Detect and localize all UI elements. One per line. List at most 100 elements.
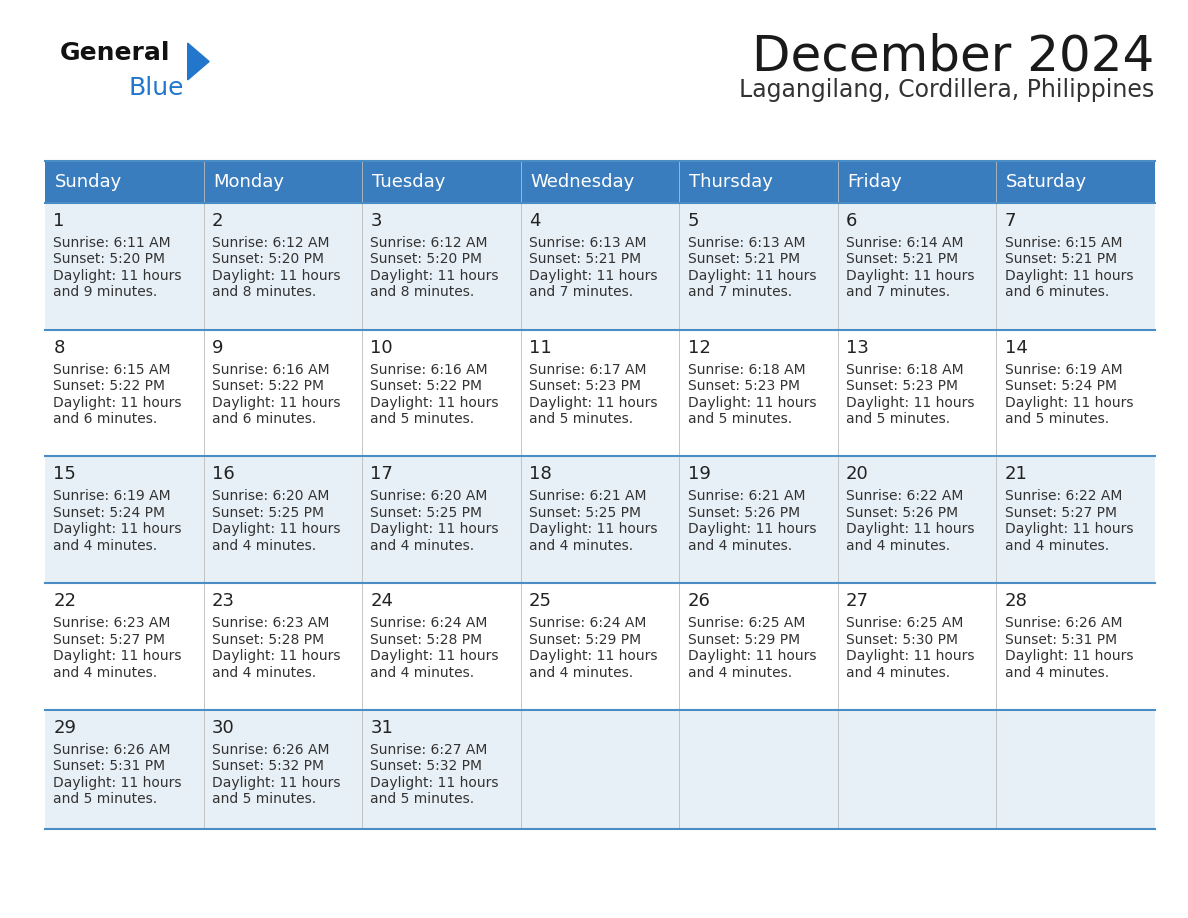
Text: and 4 minutes.: and 4 minutes. [211,666,316,679]
Text: Daylight: 11 hours: Daylight: 11 hours [1005,269,1133,283]
Text: Daylight: 11 hours: Daylight: 11 hours [1005,522,1133,536]
Text: and 6 minutes.: and 6 minutes. [1005,285,1108,299]
Text: and 4 minutes.: and 4 minutes. [53,539,158,553]
Text: 7: 7 [1005,212,1016,230]
Text: Daylight: 11 hours: Daylight: 11 hours [529,522,657,536]
Text: and 4 minutes.: and 4 minutes. [688,666,791,679]
Text: Daylight: 11 hours: Daylight: 11 hours [53,649,182,663]
Text: Saturday: Saturday [1006,173,1087,191]
Text: Sunset: 5:32 PM: Sunset: 5:32 PM [371,759,482,773]
Text: 30: 30 [211,719,235,737]
Text: Blue: Blue [128,76,184,100]
Text: Sunset: 5:24 PM: Sunset: 5:24 PM [1005,379,1117,393]
Text: and 8 minutes.: and 8 minutes. [211,285,316,299]
Text: Sunrise: 6:25 AM: Sunrise: 6:25 AM [846,616,963,630]
Bar [45,161,1155,203]
Text: Sunrise: 6:12 AM: Sunrise: 6:12 AM [371,236,488,250]
Text: Daylight: 11 hours: Daylight: 11 hours [846,649,974,663]
Text: 14: 14 [1005,339,1028,357]
Text: Sunset: 5:23 PM: Sunset: 5:23 PM [688,379,800,393]
Text: 10: 10 [371,339,393,357]
Text: 8: 8 [53,339,65,357]
Text: and 7 minutes.: and 7 minutes. [529,285,633,299]
Text: Sunrise: 6:14 AM: Sunrise: 6:14 AM [846,236,963,250]
Text: 5: 5 [688,212,699,230]
Text: Sunrise: 6:22 AM: Sunrise: 6:22 AM [846,489,963,503]
Text: and 4 minutes.: and 4 minutes. [688,539,791,553]
Text: 9: 9 [211,339,223,357]
Text: Sunrise: 6:16 AM: Sunrise: 6:16 AM [211,363,329,376]
Text: 3: 3 [371,212,383,230]
Text: and 6 minutes.: and 6 minutes. [53,412,158,426]
Text: Daylight: 11 hours: Daylight: 11 hours [371,522,499,536]
Text: and 5 minutes.: and 5 minutes. [371,412,475,426]
Text: Daylight: 11 hours: Daylight: 11 hours [529,269,657,283]
Text: Sunday: Sunday [55,173,122,191]
Text: Daylight: 11 hours: Daylight: 11 hours [211,269,341,283]
Text: Sunset: 5:21 PM: Sunset: 5:21 PM [846,252,959,266]
Text: Sunset: 5:29 PM: Sunset: 5:29 PM [529,633,642,646]
Text: 18: 18 [529,465,551,484]
Text: 28: 28 [1005,592,1028,610]
Text: Sunrise: 6:17 AM: Sunrise: 6:17 AM [529,363,646,376]
Text: Sunrise: 6:12 AM: Sunrise: 6:12 AM [211,236,329,250]
Text: and 7 minutes.: and 7 minutes. [846,285,950,299]
Text: 20: 20 [846,465,868,484]
Text: Sunset: 5:22 PM: Sunset: 5:22 PM [211,379,324,393]
Bar [45,710,1155,829]
Text: Sunset: 5:31 PM: Sunset: 5:31 PM [1005,633,1117,646]
Text: Daylight: 11 hours: Daylight: 11 hours [688,396,816,409]
Text: and 4 minutes.: and 4 minutes. [371,666,475,679]
Text: 25: 25 [529,592,552,610]
Text: Daylight: 11 hours: Daylight: 11 hours [53,776,182,789]
Text: Daylight: 11 hours: Daylight: 11 hours [211,522,341,536]
Text: Daylight: 11 hours: Daylight: 11 hours [688,269,816,283]
Text: Sunset: 5:20 PM: Sunset: 5:20 PM [211,252,324,266]
Text: Daylight: 11 hours: Daylight: 11 hours [529,649,657,663]
Text: and 5 minutes.: and 5 minutes. [211,792,316,806]
Text: Sunrise: 6:21 AM: Sunrise: 6:21 AM [688,489,805,503]
Text: Daylight: 11 hours: Daylight: 11 hours [53,269,182,283]
Text: 21: 21 [1005,465,1028,484]
Text: and 4 minutes.: and 4 minutes. [1005,539,1108,553]
Text: Daylight: 11 hours: Daylight: 11 hours [371,396,499,409]
Text: Daylight: 11 hours: Daylight: 11 hours [211,649,341,663]
Text: Daylight: 11 hours: Daylight: 11 hours [1005,396,1133,409]
Text: Sunset: 5:25 PM: Sunset: 5:25 PM [371,506,482,520]
Text: Sunset: 5:22 PM: Sunset: 5:22 PM [53,379,165,393]
Text: Thursday: Thursday [689,173,772,191]
Text: Sunrise: 6:24 AM: Sunrise: 6:24 AM [371,616,488,630]
Text: and 4 minutes.: and 4 minutes. [529,666,633,679]
Text: and 4 minutes.: and 4 minutes. [1005,666,1108,679]
Text: and 4 minutes.: and 4 minutes. [529,539,633,553]
Text: Daylight: 11 hours: Daylight: 11 hours [371,269,499,283]
Text: 12: 12 [688,339,710,357]
Text: Sunrise: 6:20 AM: Sunrise: 6:20 AM [211,489,329,503]
Text: 22: 22 [53,592,76,610]
Text: Daylight: 11 hours: Daylight: 11 hours [688,649,816,663]
Text: 17: 17 [371,465,393,484]
Text: Sunset: 5:25 PM: Sunset: 5:25 PM [211,506,324,520]
Text: Sunset: 5:26 PM: Sunset: 5:26 PM [846,506,959,520]
Text: Sunset: 5:22 PM: Sunset: 5:22 PM [371,379,482,393]
Text: Daylight: 11 hours: Daylight: 11 hours [846,396,974,409]
Text: Sunrise: 6:23 AM: Sunrise: 6:23 AM [53,616,171,630]
Text: Sunrise: 6:13 AM: Sunrise: 6:13 AM [529,236,646,250]
Text: Sunset: 5:29 PM: Sunset: 5:29 PM [688,633,800,646]
Text: and 5 minutes.: and 5 minutes. [688,412,791,426]
Text: Sunrise: 6:20 AM: Sunrise: 6:20 AM [371,489,488,503]
Polygon shape [188,43,209,80]
Text: Sunset: 5:23 PM: Sunset: 5:23 PM [529,379,642,393]
Text: Sunset: 5:21 PM: Sunset: 5:21 PM [1005,252,1117,266]
Text: Sunrise: 6:13 AM: Sunrise: 6:13 AM [688,236,805,250]
Text: Daylight: 11 hours: Daylight: 11 hours [371,649,499,663]
Text: and 5 minutes.: and 5 minutes. [529,412,633,426]
Text: and 5 minutes.: and 5 minutes. [371,792,475,806]
Text: Tuesday: Tuesday [372,173,446,191]
Text: Sunset: 5:21 PM: Sunset: 5:21 PM [529,252,642,266]
Text: and 5 minutes.: and 5 minutes. [1005,412,1108,426]
Text: Daylight: 11 hours: Daylight: 11 hours [211,396,341,409]
Text: 26: 26 [688,592,710,610]
Bar [45,456,1155,583]
Text: and 5 minutes.: and 5 minutes. [846,412,950,426]
